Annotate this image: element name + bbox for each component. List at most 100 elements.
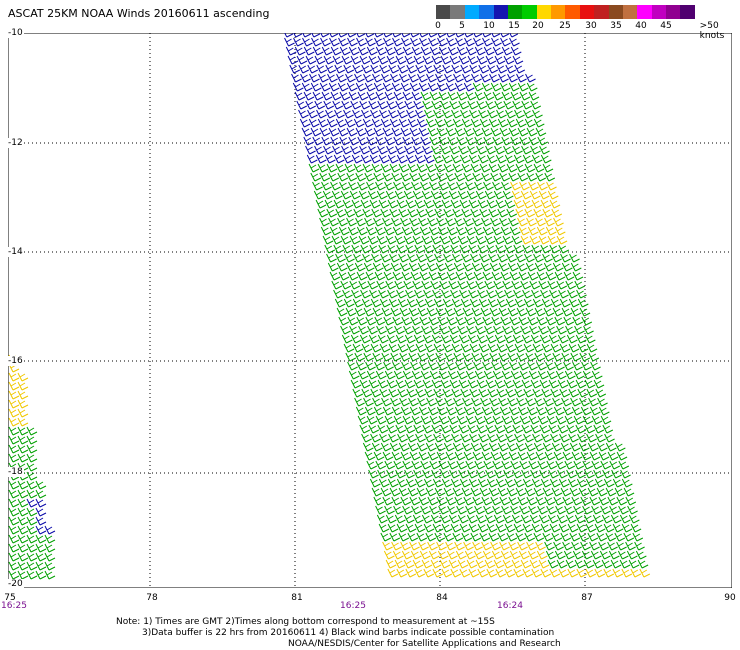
wind-barb — [350, 55, 362, 65]
wind-barb — [289, 64, 301, 74]
wind-barb — [391, 217, 402, 227]
wind-barb — [291, 73, 302, 83]
wind-barb — [465, 181, 476, 191]
wind-barb — [486, 289, 497, 299]
wind-barb — [533, 163, 545, 173]
wind-barb — [424, 343, 436, 353]
wind-barb — [569, 532, 581, 542]
wind-barb — [625, 496, 637, 506]
wind-barb — [539, 424, 551, 434]
wind-barb — [492, 370, 504, 380]
wind-barb — [314, 100, 326, 110]
wind-barb — [429, 136, 441, 146]
wind-barb — [385, 559, 397, 569]
wind-barb — [535, 406, 547, 416]
wind-barb — [395, 100, 407, 110]
wind-barb — [387, 478, 399, 488]
wind-barb — [371, 253, 382, 263]
wind-barb — [524, 442, 536, 452]
wind-barb — [543, 307, 555, 317]
wind-barb — [340, 325, 351, 335]
wind-barb — [420, 505, 431, 515]
wind-barb — [387, 568, 399, 578]
wind-barb — [505, 298, 517, 308]
wind-barb — [326, 118, 338, 128]
wind-barb — [411, 415, 423, 425]
wind-barb — [519, 415, 531, 425]
wind-barb — [17, 561, 29, 571]
wind-barb — [573, 460, 585, 470]
wind-barb — [385, 235, 397, 245]
wind-barb — [468, 244, 480, 254]
wind-barb — [468, 154, 480, 164]
wind-barb — [596, 442, 608, 452]
wind-barb — [467, 100, 479, 110]
wind-barb — [532, 433, 543, 443]
wind-barb — [322, 190, 334, 200]
wind-barb — [372, 73, 383, 83]
wind-barb — [512, 424, 524, 434]
wind-barb — [433, 433, 444, 443]
wind-barb — [526, 451, 538, 461]
wind-barb — [513, 568, 525, 578]
wind-barb — [384, 460, 396, 470]
wind-barb — [392, 37, 403, 47]
wind-barb — [393, 505, 404, 515]
wind-barb — [316, 64, 328, 74]
wind-barb — [357, 46, 369, 56]
wind-barb — [438, 370, 450, 380]
wind-barb — [612, 478, 624, 488]
wind-barb — [296, 55, 308, 65]
wind-barb — [346, 82, 358, 92]
y-tick: -20 — [7, 579, 24, 589]
wind-barb — [410, 550, 422, 560]
wind-barb — [482, 361, 493, 371]
wind-barb — [338, 226, 350, 236]
wind-barb — [485, 469, 496, 479]
wind-barb — [391, 406, 403, 416]
wind-barb — [338, 37, 349, 47]
wind-barb — [349, 325, 360, 335]
wind-barb — [346, 127, 358, 137]
wind-barb — [487, 64, 499, 74]
wind-barb — [500, 550, 512, 560]
wind-barb — [584, 379, 596, 389]
wind-barb — [503, 100, 515, 110]
wind-barb — [526, 172, 538, 182]
wind-barb — [491, 316, 503, 326]
wind-barb — [371, 163, 383, 173]
wind-barb — [17, 417, 29, 427]
wind-barb — [450, 244, 462, 254]
wind-barb — [357, 136, 369, 146]
wind-barb — [449, 100, 461, 110]
wind-barb — [432, 568, 444, 578]
wind-barb — [463, 406, 475, 416]
wind-barb — [429, 91, 441, 101]
wind-barb — [366, 181, 377, 191]
wind-barb — [559, 433, 570, 443]
wind-barb — [392, 226, 404, 236]
wind-barb — [428, 226, 440, 236]
wind-barb — [540, 289, 551, 299]
wind-barb — [405, 154, 417, 164]
wind-barb — [542, 442, 554, 452]
wind-barb — [360, 154, 372, 164]
wind-barb — [398, 118, 410, 128]
wind-barb — [514, 64, 526, 74]
wind-barb — [406, 64, 418, 74]
wind-barb — [403, 190, 415, 200]
wind-barb — [26, 525, 38, 535]
wind-barb — [462, 352, 474, 362]
wind-barb — [468, 478, 480, 488]
wind-barb — [546, 370, 558, 380]
wind-barb — [456, 91, 468, 101]
wind-barb — [473, 550, 485, 560]
wind-barb — [481, 541, 492, 551]
wind-barb — [551, 487, 563, 497]
wind-barb — [425, 163, 437, 173]
wind-barb — [561, 262, 573, 272]
wind-barb — [412, 559, 424, 569]
wind-barb — [530, 469, 541, 479]
wind-barb — [491, 37, 502, 47]
wind-barb — [364, 406, 376, 416]
